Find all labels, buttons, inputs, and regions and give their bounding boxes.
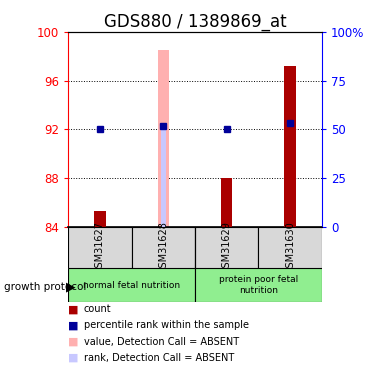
Text: GSM31628: GSM31628	[158, 221, 168, 274]
Text: ■: ■	[68, 337, 79, 346]
Bar	[161, 126, 166, 227]
Bar	[284, 66, 296, 227]
Bar	[258, 227, 322, 268]
Bar	[94, 211, 106, 227]
Text: ▶: ▶	[66, 280, 75, 293]
Text: value, Detection Call = ABSENT: value, Detection Call = ABSENT	[84, 337, 239, 346]
Bar	[132, 227, 195, 268]
Text: count: count	[84, 304, 112, 314]
Text: ■: ■	[68, 353, 79, 363]
Text: protein poor fetal
nutrition: protein poor fetal nutrition	[219, 275, 298, 295]
Text: rank, Detection Call = ABSENT: rank, Detection Call = ABSENT	[84, 353, 234, 363]
Text: ■: ■	[68, 321, 79, 330]
Text: percentile rank within the sample: percentile rank within the sample	[84, 321, 249, 330]
Text: GSM31630: GSM31630	[285, 221, 295, 274]
Text: ■: ■	[68, 304, 79, 314]
Text: normal fetal nutrition: normal fetal nutrition	[83, 280, 180, 290]
Text: GSM31627: GSM31627	[95, 221, 105, 274]
Text: growth protocol: growth protocol	[4, 282, 86, 292]
Bar	[221, 178, 232, 227]
Bar	[68, 268, 195, 302]
Bar	[195, 227, 258, 268]
Title: GDS880 / 1389869_at: GDS880 / 1389869_at	[104, 13, 286, 31]
Bar	[158, 50, 169, 227]
Bar	[68, 227, 132, 268]
Bar	[195, 268, 322, 302]
Text: GSM31629: GSM31629	[222, 221, 232, 274]
